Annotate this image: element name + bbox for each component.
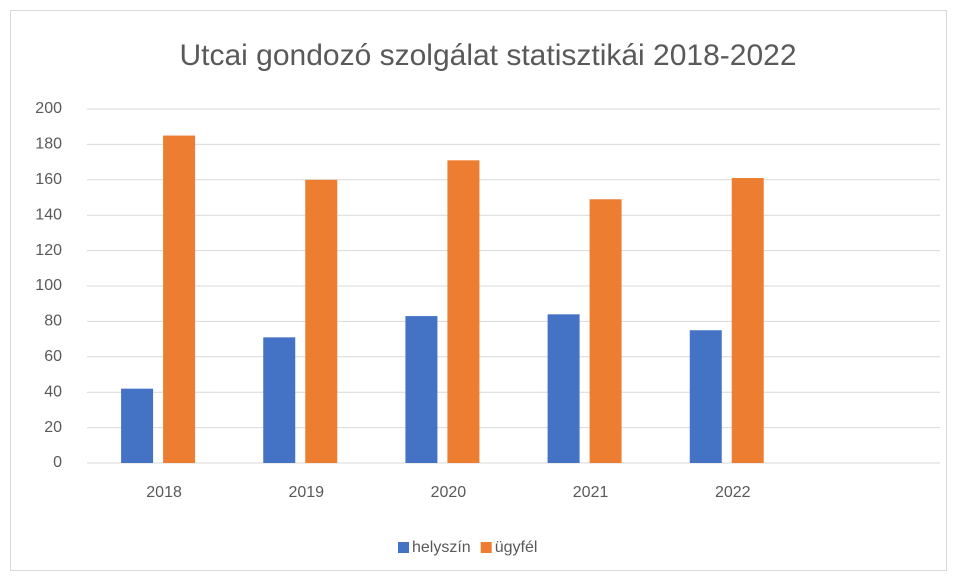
y-tick-label: 120	[35, 242, 62, 259]
bar	[263, 337, 296, 463]
bar	[689, 330, 722, 463]
y-tick-label: 60	[44, 348, 62, 365]
bar	[731, 178, 764, 463]
y-tick-label: 160	[35, 171, 62, 188]
bar	[447, 160, 480, 463]
bar	[305, 179, 338, 464]
x-tick-label: 2020	[431, 484, 467, 501]
y-tick-label: 80	[44, 313, 62, 330]
y-tick-label: 40	[44, 383, 62, 400]
legend-swatch	[398, 542, 409, 553]
bar	[547, 314, 580, 463]
bar	[163, 135, 196, 464]
chart-title: Utcai gondozó szolgálat statisztikái 201…	[179, 39, 796, 72]
x-tick-label: 2021	[573, 484, 609, 501]
bar	[589, 199, 622, 463]
y-tick-label: 180	[35, 136, 62, 153]
y-tick-label: 140	[35, 206, 62, 223]
x-tick-label: 2018	[146, 484, 182, 501]
legend-label: helyszín	[412, 539, 471, 556]
bar	[405, 316, 438, 463]
y-tick-label: 100	[35, 277, 62, 294]
y-tick-label: 20	[44, 419, 62, 436]
y-tick-label: 0	[53, 454, 62, 471]
x-tick-label: 2019	[288, 484, 324, 501]
bar	[121, 388, 154, 463]
legend-swatch	[480, 542, 492, 553]
y-tick-label: 200	[35, 100, 62, 117]
x-tick-label: 2022	[715, 484, 751, 501]
legend-label: ügyfél	[495, 539, 538, 556]
